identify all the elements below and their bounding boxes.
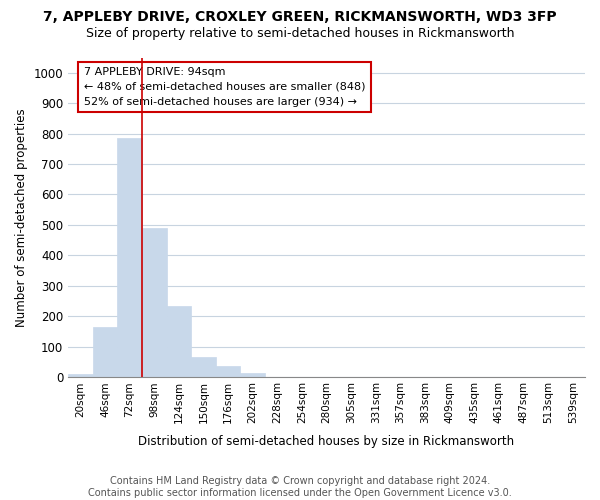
Bar (117, 138, 142, 377)
Bar (68, 374, 92, 377)
Text: 7 APPLEBY DRIVE: 94sqm
← 48% of semi-detached houses are smaller (848)
52% of se: 7 APPLEBY DRIVE: 94sqm ← 48% of semi-det… (83, 67, 365, 106)
X-axis label: Distribution of semi-detached houses by size in Rickmansworth: Distribution of semi-detached houses by … (139, 434, 515, 448)
Text: 7, APPLEBY DRIVE, CROXLEY GREEN, RICKMANSWORTH, WD3 3FP: 7, APPLEBY DRIVE, CROXLEY GREEN, RICKMAN… (43, 10, 557, 24)
Text: Size of property relative to semi-detached houses in Rickmansworth: Size of property relative to semi-detach… (86, 28, 514, 40)
Text: Contains HM Land Registry data © Crown copyright and database right 2024.
Contai: Contains HM Land Registry data © Crown c… (88, 476, 512, 498)
Bar (167, 306, 191, 377)
Bar (191, 358, 216, 377)
Bar (241, 372, 265, 377)
Y-axis label: Number of semi-detached properties: Number of semi-detached properties (15, 108, 28, 326)
Bar (142, 228, 167, 377)
Bar (92, 327, 117, 377)
Bar (216, 366, 241, 377)
